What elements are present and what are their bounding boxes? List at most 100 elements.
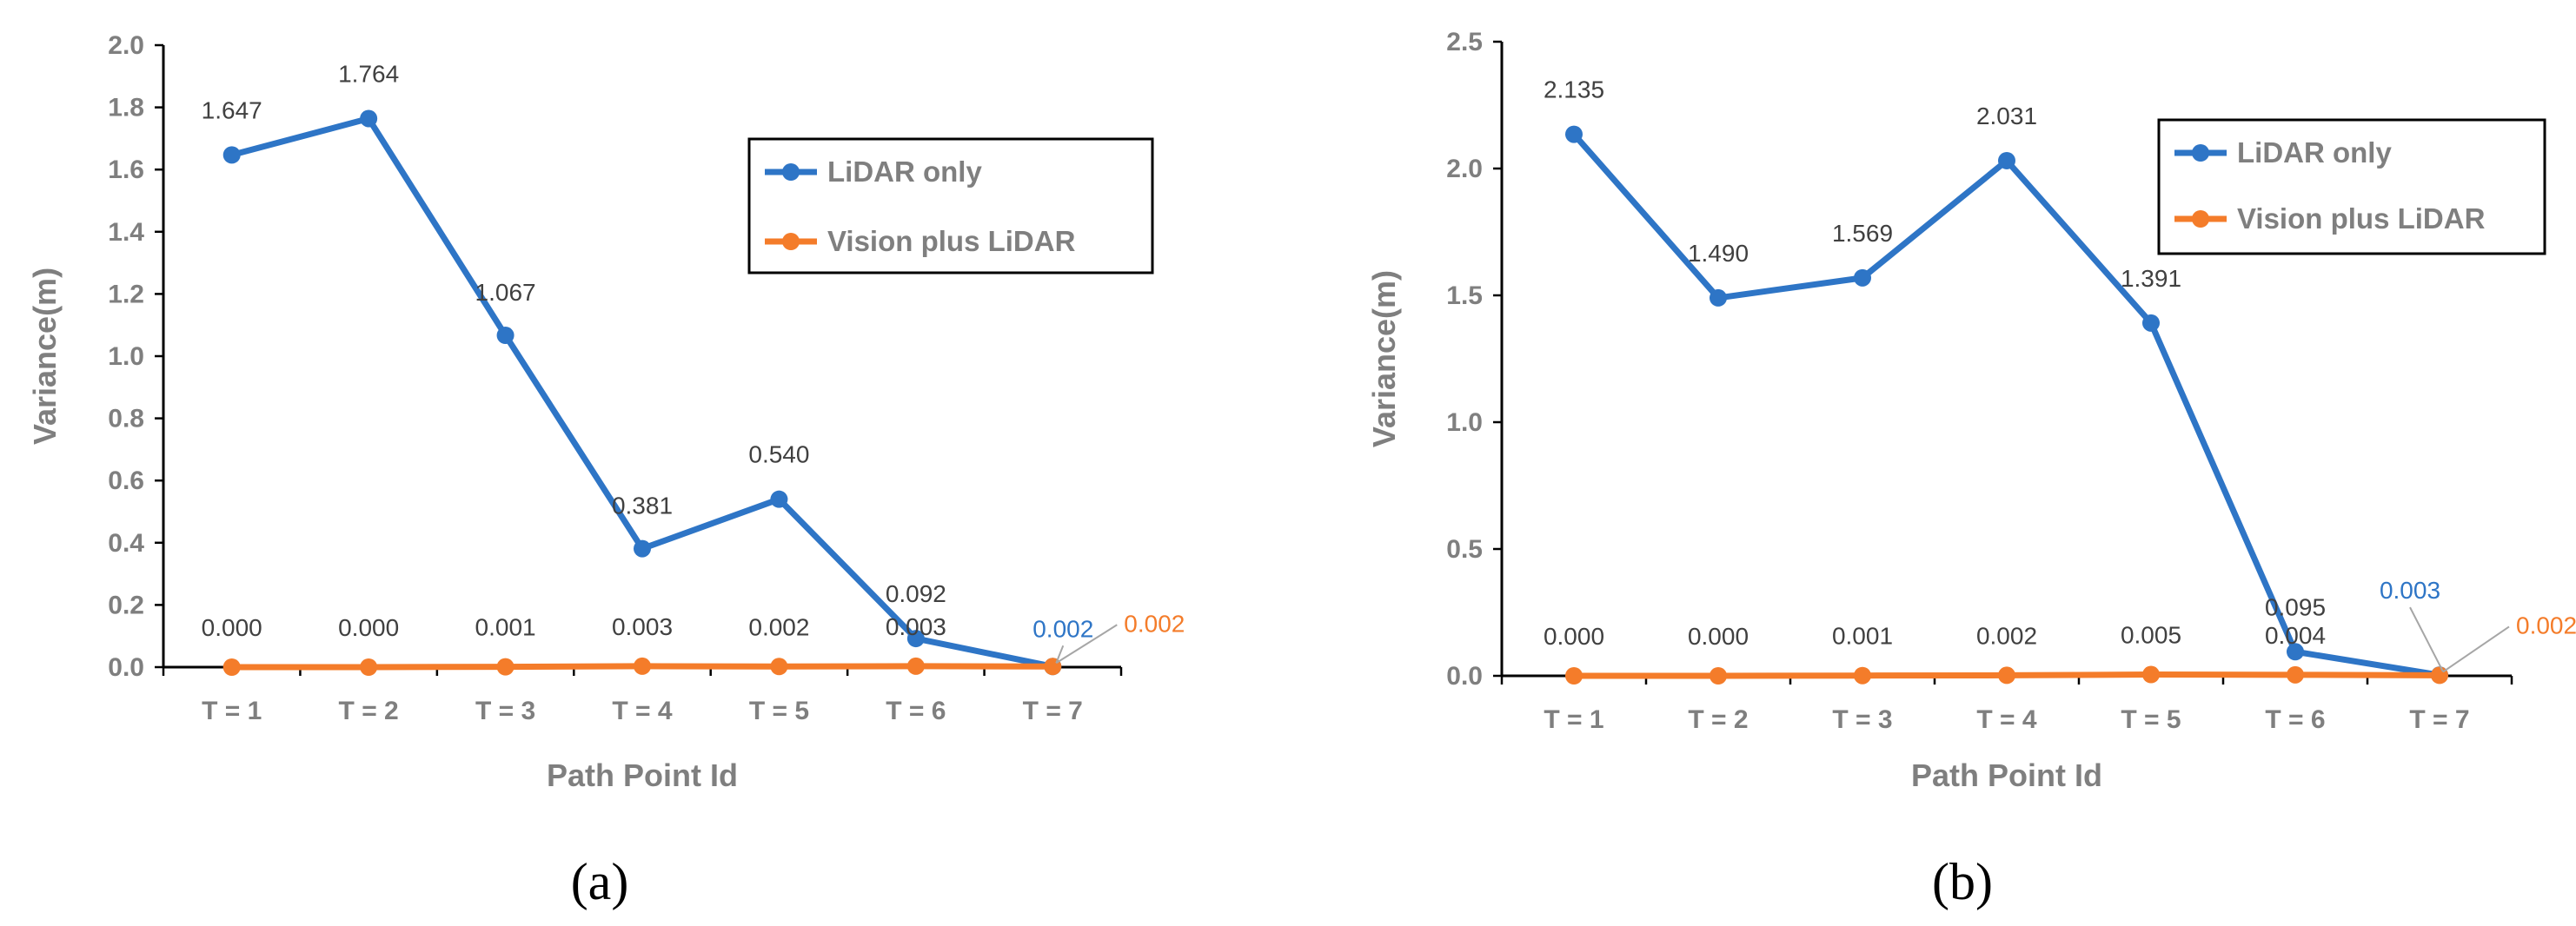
x-tick-label: T = 5 [749, 697, 809, 725]
data-label-vision-plus-lidar: 0.005 [2121, 622, 2181, 649]
y-tick-label: 1.0 [108, 342, 144, 371]
data-label-vision-plus-lidar: 0.002 [1124, 610, 1185, 637]
data-point-vision-plus-lidar [770, 658, 788, 676]
legend-marker [2192, 144, 2209, 162]
legend-box [747, 137, 1154, 274]
y-tick-label: 0.2 [108, 591, 144, 619]
x-tick-label: T = 1 [1544, 705, 1603, 734]
x-tick-label: T = 5 [2121, 705, 2181, 734]
y-tick-label: 2.5 [1446, 28, 1483, 56]
legend-marker [782, 163, 800, 181]
data-point-vision-plus-lidar [1565, 667, 1583, 685]
data-point-vision-plus-lidar [2142, 665, 2160, 684]
data-point-lidar-only [1854, 268, 1871, 287]
figure-caption: (a) [571, 853, 629, 910]
chart-b: 0.0 0.5 1.0 1.5 2.0 2.5 T = 1 T = 2 T = 3 T = 4 T … [1366, 28, 2576, 910]
data-point-vision-plus-lidar [906, 657, 925, 675]
legend-label: LiDAR only [827, 155, 982, 188]
x-tick-label: T = 2 [1688, 705, 1748, 734]
y-tick-label: 1.6 [108, 155, 144, 184]
data-label-lidar-only: 0.381 [612, 493, 673, 519]
legend-label: LiDAR only [2237, 136, 2392, 169]
data-label-vision-plus-lidar: 0.000 [202, 614, 262, 641]
data-label-vision-plus-lidar: 0.000 [338, 614, 399, 641]
leader-line [1055, 645, 1065, 664]
data-label-lidar-only: 0.003 [2380, 577, 2440, 604]
data-point-lidar-only [770, 490, 788, 508]
data-point-lidar-only [2287, 643, 2304, 661]
data-label-vision-plus-lidar: 0.000 [1544, 623, 1604, 650]
data-label-lidar-only: 0.095 [2265, 593, 2326, 620]
legend-label: Vision plus LiDAR [827, 225, 1076, 257]
data-point-vision-plus-lidar [1854, 666, 1871, 685]
data-label-lidar-only: 2.031 [1976, 103, 2037, 129]
x-axis-title: Path Point Id [547, 757, 738, 793]
data-label-vision-plus-lidar: 0.001 [1832, 623, 1893, 650]
data-label-vision-plus-lidar: 0.001 [475, 614, 536, 641]
data-point-vision-plus-lidar [360, 658, 378, 676]
y-tick-label: 0.8 [108, 405, 144, 433]
y-tick-label: 0.4 [108, 529, 144, 558]
x-tick-label: T = 4 [612, 697, 673, 725]
data-label-lidar-only: 1.067 [475, 279, 536, 306]
data-point-lidar-only [2142, 314, 2160, 332]
data-point-vision-plus-lidar [496, 658, 515, 676]
data-label-vision-plus-lidar: 0.003 [612, 613, 673, 640]
y-tick-label: 1.2 [108, 280, 144, 308]
data-label-lidar-only: 1.490 [1688, 240, 1749, 267]
data-label-lidar-only: 1.764 [338, 60, 399, 87]
data-point-lidar-only [1710, 288, 1727, 307]
data-point-vision-plus-lidar [2287, 665, 2304, 684]
y-axis-title: Variance(m) [1366, 270, 1402, 447]
y-tick-label: 0.0 [1446, 662, 1483, 691]
data-point-lidar-only [360, 109, 378, 128]
x-tick-label: T = 6 [2265, 705, 2325, 734]
y-tick-label: 2.0 [1446, 155, 1483, 183]
figure-caption: (b) [1932, 853, 1993, 910]
data-point-lidar-only [496, 327, 515, 345]
y-axis-title: Variance(m) [27, 268, 63, 445]
data-point-lidar-only [222, 146, 241, 164]
x-tick-label: T = 7 [2409, 705, 2469, 734]
legend-marker [782, 233, 800, 250]
x-tick-label: T = 7 [1023, 697, 1083, 725]
y-tick-label: 1.4 [108, 218, 144, 247]
data-label-lidar-only: 0.002 [1032, 615, 1093, 642]
data-point-vision-plus-lidar [1710, 667, 1727, 685]
x-tick-label: T = 2 [339, 697, 399, 725]
leader-line [1055, 624, 1118, 665]
y-tick-label: 1.8 [108, 94, 144, 122]
data-point-vision-plus-lidar [634, 657, 651, 675]
y-tick-label: 0.6 [108, 466, 144, 495]
data-label-lidar-only: 1.391 [2121, 265, 2181, 292]
y-tick-label: 1.0 [1446, 408, 1483, 437]
data-point-vision-plus-lidar [1998, 666, 2015, 685]
data-point-lidar-only [1565, 125, 1583, 143]
data-label-vision-plus-lidar: 0.002 [1976, 622, 2037, 649]
legend-marker [2192, 210, 2209, 228]
data-label-vision-plus-lidar: 0.000 [1688, 623, 1749, 650]
data-label-lidar-only: 2.135 [1544, 76, 1604, 103]
x-tick-label: T = 3 [1832, 705, 1892, 734]
y-tick-label: 2.0 [108, 31, 144, 60]
y-tick-label: 0.5 [1446, 535, 1483, 564]
data-label-lidar-only: 0.092 [886, 580, 946, 607]
data-label-lidar-only: 1.569 [1832, 220, 1893, 247]
leader-line [2409, 606, 2444, 672]
data-label-lidar-only: 0.540 [748, 441, 809, 468]
x-tick-label: T = 1 [202, 697, 262, 725]
data-point-lidar-only [634, 539, 651, 558]
data-label-lidar-only: 1.647 [202, 96, 262, 123]
x-axis-title: Path Point Id [1911, 757, 2102, 793]
data-point-lidar-only [1998, 151, 2015, 169]
legend-label: Vision plus LiDAR [2237, 202, 2486, 235]
x-tick-label: T = 4 [1976, 705, 2037, 734]
data-label-vision-plus-lidar: 0.002 [748, 613, 809, 640]
data-point-lidar-only [906, 630, 925, 648]
legend-box [2157, 118, 2546, 255]
data-label-vision-plus-lidar: 0.004 [2265, 622, 2326, 649]
chart-a: 0.0 0.2 0.4 0.6 0.8 1.0 1.2 1.4 1.6 1.8 2.0 T = 1 T … [27, 31, 1185, 910]
leader-line [2442, 625, 2510, 673]
x-tick-label: T = 6 [886, 697, 946, 725]
